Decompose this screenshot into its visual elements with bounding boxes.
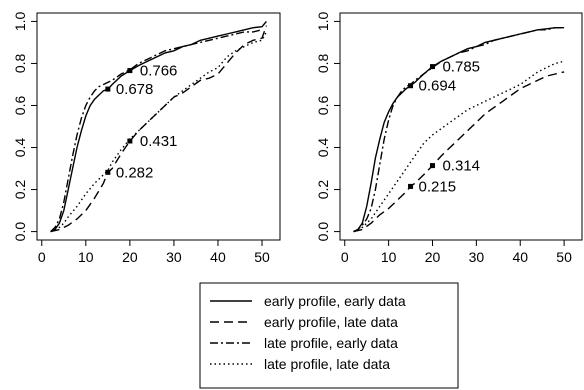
marker-point <box>408 183 414 189</box>
marker-point <box>429 64 435 70</box>
series-line-le <box>353 27 565 233</box>
legend-label: early profile, late data <box>264 314 398 330</box>
x-tick-label: 40 <box>512 249 528 265</box>
y-tick-label: 0.6 <box>315 96 331 116</box>
y-tick-label: 0.0 <box>315 222 331 242</box>
marker-value-label: 0.314 <box>442 158 480 175</box>
y-tick-label: 0.6 <box>12 96 28 116</box>
series-line-ll <box>50 31 268 233</box>
x-tick-label: 10 <box>381 249 397 265</box>
series-line-el <box>353 71 565 233</box>
y-tick-label: 0.2 <box>12 180 28 200</box>
y-tick-label: 1.0 <box>12 11 28 31</box>
right-chart-panel: 0 10 20 30 40 50 0.0 0.2 0.4 0.6 0.8 1.0 0.694 0.785 0… <box>315 11 583 265</box>
x-tick-label: 30 <box>166 249 182 265</box>
x-tick-label: 50 <box>556 249 572 265</box>
series-line-le <box>50 29 263 233</box>
x-tick-label: 0 <box>341 249 349 265</box>
marker-value-label: 0.766 <box>140 63 178 80</box>
x-tick-label: 10 <box>78 249 94 265</box>
legend-label: early profile, early data <box>264 293 406 309</box>
chart-legend: early profile, early data early profile, … <box>199 282 459 389</box>
x-tick-label: 30 <box>469 249 485 265</box>
marker-point <box>429 163 435 169</box>
series-line-ll <box>353 60 565 233</box>
legend-label: late profile, late data <box>264 356 390 372</box>
x-tick-label: 20 <box>425 249 441 265</box>
y-tick-label: 0.0 <box>12 222 28 242</box>
y-tick-label: 0.2 <box>315 180 331 200</box>
y-tick-label: 1.0 <box>315 11 331 31</box>
marker-value-label: 0.678 <box>116 81 154 98</box>
marker-value-label: 0.431 <box>140 133 178 150</box>
marker-point <box>127 68 133 74</box>
y-tick-label: 0.8 <box>315 54 331 74</box>
legend-label: late profile, early data <box>264 335 398 351</box>
y-tick-label: 0.4 <box>12 138 28 158</box>
x-tick-label: 40 <box>210 249 226 265</box>
y-tick-label: 0.8 <box>12 54 28 74</box>
x-tick-label: 50 <box>254 249 270 265</box>
series-line-ee <box>50 20 267 233</box>
marker-point <box>105 169 111 175</box>
marker-point <box>127 138 133 144</box>
y-tick-label: 0.4 <box>315 138 331 158</box>
plot-frame <box>339 12 583 241</box>
marker-point <box>408 83 414 89</box>
marker-value-label: 0.785 <box>442 59 480 76</box>
marker-value-label: 0.215 <box>419 178 457 195</box>
marker-value-label: 0.694 <box>419 78 457 95</box>
x-tick-label: 20 <box>122 249 138 265</box>
marker-point <box>105 86 111 92</box>
marker-value-label: 0.282 <box>116 164 154 181</box>
plot-frame <box>36 12 281 241</box>
x-tick-label: 0 <box>38 249 46 265</box>
